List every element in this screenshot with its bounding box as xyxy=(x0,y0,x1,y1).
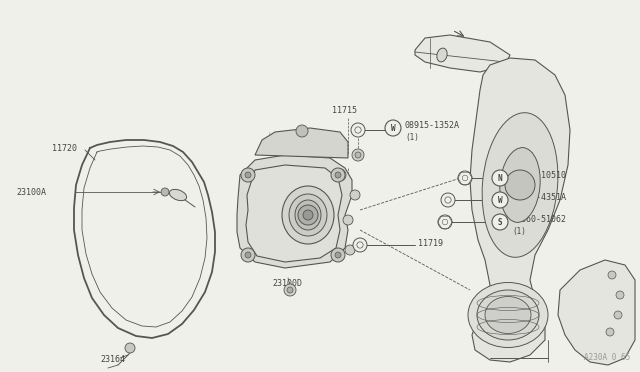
Ellipse shape xyxy=(468,282,548,347)
Circle shape xyxy=(355,127,361,133)
Circle shape xyxy=(616,291,624,299)
Circle shape xyxy=(353,238,367,252)
Text: (1): (1) xyxy=(512,227,526,235)
Text: W: W xyxy=(390,124,396,132)
Circle shape xyxy=(298,205,318,225)
Polygon shape xyxy=(558,260,635,365)
Text: 23164: 23164 xyxy=(100,356,125,365)
Text: 11719: 11719 xyxy=(418,238,443,247)
Text: 08915-1352A: 08915-1352A xyxy=(405,121,460,129)
Text: 08915-4351A: 08915-4351A xyxy=(512,192,567,202)
Circle shape xyxy=(492,192,508,208)
Ellipse shape xyxy=(289,194,327,236)
Text: W: W xyxy=(498,196,502,205)
Circle shape xyxy=(608,271,616,279)
Polygon shape xyxy=(415,35,510,72)
Circle shape xyxy=(441,193,455,207)
Circle shape xyxy=(343,215,353,225)
Text: 23100A: 23100A xyxy=(16,187,46,196)
Text: 08911-10510: 08911-10510 xyxy=(512,170,567,180)
Circle shape xyxy=(606,328,614,336)
Circle shape xyxy=(352,149,364,161)
Circle shape xyxy=(335,252,341,258)
Circle shape xyxy=(331,168,345,182)
Circle shape xyxy=(241,248,255,262)
Circle shape xyxy=(614,311,622,319)
Text: 08360-51062: 08360-51062 xyxy=(512,215,567,224)
Circle shape xyxy=(241,168,255,182)
Circle shape xyxy=(462,175,468,181)
Text: 11720: 11720 xyxy=(52,144,77,153)
Text: 11715: 11715 xyxy=(332,106,357,115)
Circle shape xyxy=(161,188,169,196)
Text: (1): (1) xyxy=(405,132,419,141)
Circle shape xyxy=(350,190,360,200)
Circle shape xyxy=(458,171,472,185)
Ellipse shape xyxy=(282,186,334,244)
Circle shape xyxy=(355,152,361,158)
Text: (1): (1) xyxy=(512,205,526,214)
Ellipse shape xyxy=(170,189,187,201)
Ellipse shape xyxy=(482,113,558,257)
Ellipse shape xyxy=(295,200,321,230)
Circle shape xyxy=(245,172,251,178)
Text: A230A 0 65: A230A 0 65 xyxy=(584,353,630,362)
Text: N: N xyxy=(498,173,502,183)
Polygon shape xyxy=(470,58,570,362)
Circle shape xyxy=(303,210,313,220)
Circle shape xyxy=(385,120,401,136)
Circle shape xyxy=(334,169,346,181)
Circle shape xyxy=(245,252,251,258)
Ellipse shape xyxy=(500,148,540,222)
Circle shape xyxy=(296,125,308,137)
Circle shape xyxy=(492,170,508,186)
Polygon shape xyxy=(246,165,342,262)
Text: (1): (1) xyxy=(512,183,526,192)
Circle shape xyxy=(284,284,296,296)
Ellipse shape xyxy=(485,296,531,334)
Circle shape xyxy=(287,287,293,293)
Circle shape xyxy=(125,343,135,353)
Polygon shape xyxy=(255,128,348,158)
Circle shape xyxy=(505,170,535,200)
Ellipse shape xyxy=(477,290,539,340)
Circle shape xyxy=(442,219,448,225)
Circle shape xyxy=(351,123,365,137)
Polygon shape xyxy=(237,155,352,268)
Circle shape xyxy=(445,197,451,203)
Text: S: S xyxy=(498,218,502,227)
Circle shape xyxy=(357,242,363,248)
Circle shape xyxy=(438,215,452,229)
Ellipse shape xyxy=(437,48,447,62)
Circle shape xyxy=(335,172,341,178)
Text: 23100D: 23100D xyxy=(272,279,302,288)
Circle shape xyxy=(492,214,508,230)
Circle shape xyxy=(337,172,343,178)
Circle shape xyxy=(345,245,355,255)
Circle shape xyxy=(331,248,345,262)
